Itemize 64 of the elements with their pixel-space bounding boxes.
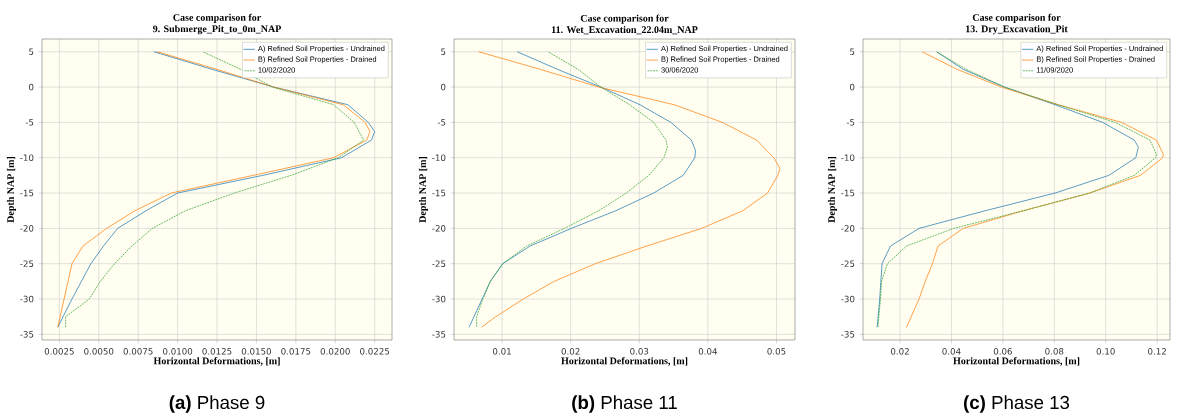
chart-subtitle: 13. Dry_Excavation_Pit <box>966 25 1068 35</box>
x-tick-label: 0.04 <box>698 347 718 355</box>
y-tick-label: -20 <box>841 224 855 232</box>
x-tick-label: 0.0200 <box>320 347 350 355</box>
text: (a) Phase 9 <box>169 395 265 413</box>
y-axis-title: Depth NAP [m] <box>6 156 16 223</box>
x-tick-label: 0.10 <box>1096 347 1115 355</box>
y-tick-label: 5 <box>29 48 34 55</box>
y-tick-label: -15 <box>432 189 446 197</box>
line-series <box>468 51 696 328</box>
x-tick-label: 0.0100 <box>162 347 193 355</box>
y-tick-label: -10 <box>432 154 446 161</box>
y-tick-label: -5 <box>437 119 446 126</box>
x-tick-label: 0.0225 <box>360 347 390 355</box>
x-tick-label: 0.0150 <box>241 347 271 355</box>
x-axis-title: Horizontal Deformations, [m] <box>153 356 280 366</box>
y-tick-label: -25 <box>432 260 446 267</box>
y-tick-label: -15 <box>841 189 855 197</box>
x-tick-label: 0.02 <box>561 347 580 355</box>
x-tick-label: 0.04 <box>942 347 961 355</box>
y-tick-label: 5 <box>441 48 446 55</box>
text: (c) Phase 13 <box>963 395 1070 413</box>
x-tick-label: 0.06 <box>993 347 1012 355</box>
x-tick-label: 0.0025 <box>44 347 74 355</box>
y-tick-label: -30 <box>20 295 34 303</box>
x-tick-label: 0.08 <box>1045 347 1064 355</box>
y-tick-label: -15 <box>20 189 34 197</box>
y-tick-label: -35 <box>432 330 446 338</box>
chart-title: Case comparison for <box>972 13 1061 23</box>
y-tick-label: 5 <box>850 48 855 55</box>
x-tick-label: 0.0075 <box>123 347 153 355</box>
chart-title: Case comparison for <box>173 13 261 23</box>
x-tick-label: 0.0125 <box>202 347 232 355</box>
y-axis-title: Depth NAP [m] <box>418 156 428 223</box>
y-tick-label: -10 <box>20 154 34 161</box>
x-tick-label: 0.0050 <box>84 347 114 355</box>
y-tick-label: 0 <box>850 83 855 91</box>
y-axis-title: Depth NAP [m] <box>827 156 837 223</box>
y-tick-label: 0 <box>441 83 446 91</box>
y-tick-label: -20 <box>432 224 446 232</box>
chart-subtitle: 11. Wet_Excavation_22.04m_NAP <box>551 25 698 35</box>
y-tick-label: -5 <box>846 119 855 126</box>
y-tick-label: -5 <box>25 119 34 126</box>
y-tick-label: -25 <box>841 260 855 267</box>
line-series <box>478 51 781 328</box>
x-tick-label: 0.0175 <box>281 347 311 355</box>
y-tick-label: -35 <box>20 330 34 338</box>
x-tick-label: 0.05 <box>767 347 786 355</box>
chart-subtitle: 9. Submerge_Pit_to_0m_NAP <box>152 25 281 35</box>
y-tick-label: -30 <box>432 295 446 303</box>
y-tick-label: -35 <box>841 330 855 338</box>
y-tick-label: -30 <box>841 295 855 303</box>
y-tick-label: -10 <box>841 154 855 161</box>
x-tick-label: 0.03 <box>630 347 649 355</box>
y-tick-label: -20 <box>20 224 34 232</box>
y-tick-label: 0 <box>29 83 34 91</box>
chart-title: Case comparison for <box>580 14 669 24</box>
x-axis-title: Horizontal Deformations, [m] <box>561 356 688 366</box>
x-tick-label: 0.02 <box>890 347 909 355</box>
y-tick-label: -25 <box>20 260 34 267</box>
x-tick-label: 0.12 <box>1148 347 1166 355</box>
x-axis-title: Horizontal Deformations, [m] <box>953 356 1080 366</box>
x-tick-label: 0.01 <box>492 347 511 355</box>
text: (b) Phase 11 <box>572 395 677 413</box>
